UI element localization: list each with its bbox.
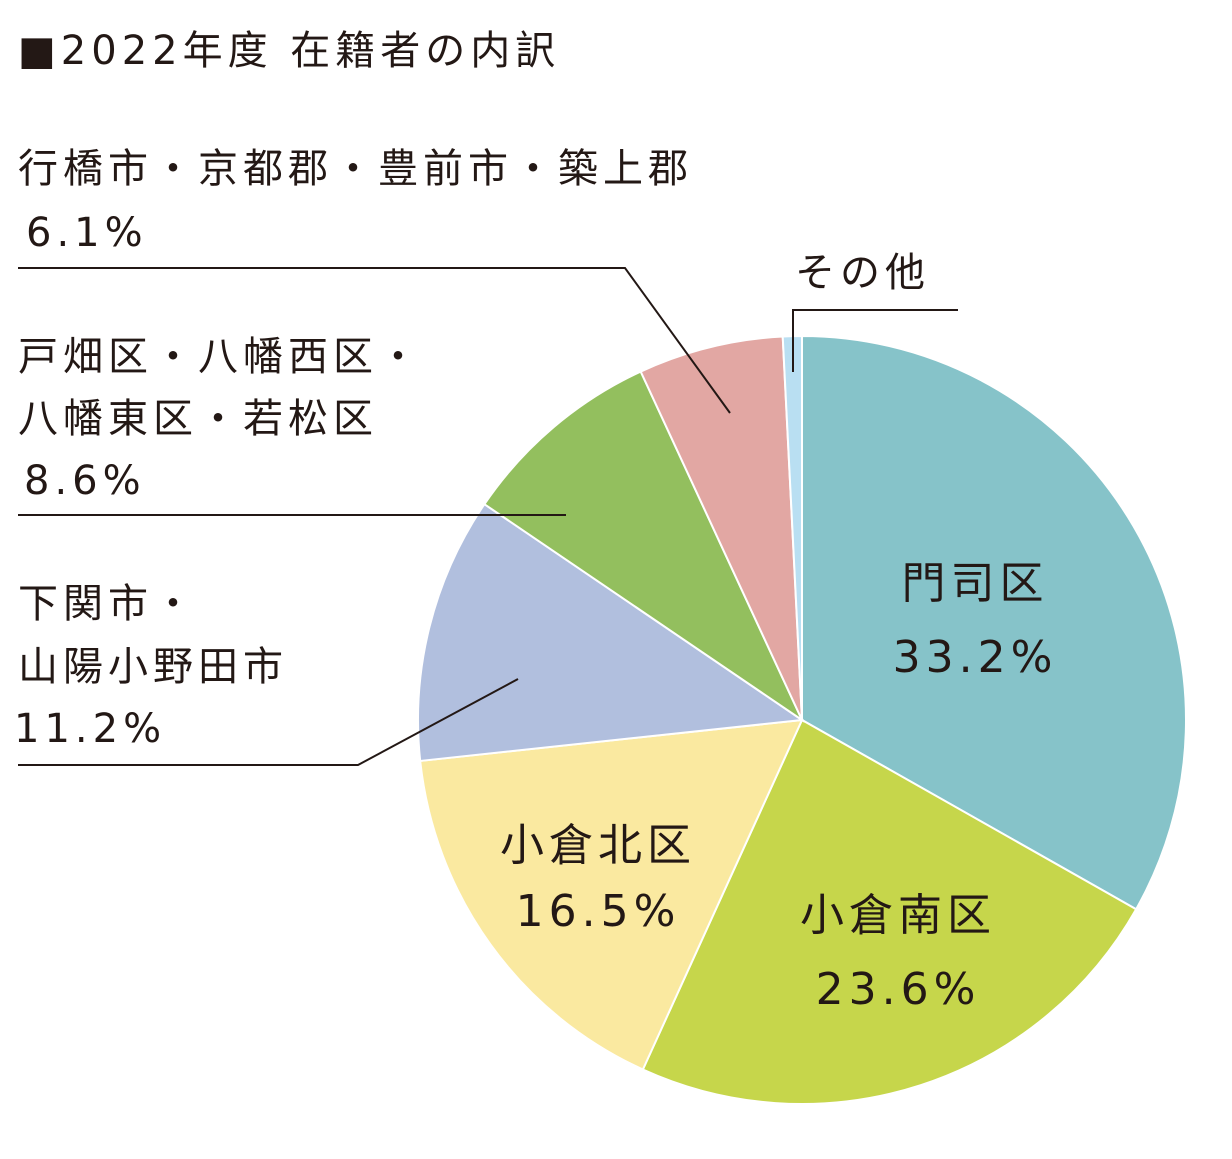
slice-1-name-label: 小倉南区 bbox=[800, 890, 996, 941]
pie-slice-3 bbox=[417, 502, 805, 763]
slice-4-name-line-2: 八幡東区・若松区 bbox=[18, 396, 378, 442]
pie-slices bbox=[417, 334, 1187, 1105]
chart-title: ■2022年度 在籍者の内訳 bbox=[18, 28, 560, 74]
slice-5-leader-line bbox=[18, 267, 731, 414]
pie-slice-4 bbox=[483, 370, 805, 723]
slice-5-name-line-1: 行橋市・京都郡・豊前市・築上郡 bbox=[18, 146, 693, 192]
slice-1-value-label: 23.6% bbox=[816, 964, 981, 1015]
pie-slice-0 bbox=[801, 334, 1187, 911]
pie-slice-2 bbox=[419, 718, 804, 1071]
pie-slice-5 bbox=[639, 335, 803, 721]
slice-3-value-label: 11.2% bbox=[14, 706, 166, 752]
slice-6-leader-line bbox=[792, 309, 958, 372]
slice-5-value-label: 6.1% bbox=[26, 210, 148, 256]
slice-3-name-line-1: 下関市・ bbox=[18, 581, 198, 627]
pie-slice-1 bbox=[641, 718, 1138, 1105]
leader-lines bbox=[18, 267, 958, 766]
slice-2-name-label: 小倉北区 bbox=[500, 820, 696, 871]
slice-6-name-label: その他 bbox=[795, 250, 930, 296]
slice-3-name-line-2: 山陽小野田市 bbox=[18, 644, 288, 690]
slice-4-name-line-1: 戸畑区・八幡西区・ bbox=[18, 334, 423, 380]
slice-0-value-label: 33.2% bbox=[893, 632, 1058, 683]
slice-4-value-label: 8.6% bbox=[24, 458, 146, 504]
slice-2-value-label: 16.5% bbox=[516, 886, 681, 937]
slice-labels: 門司区 33.2% 小倉南区 23.6% 小倉北区 16.5% 下関市・山陽小野田市 11.2… bbox=[14, 146, 1058, 1015]
slice-3-leader-line bbox=[18, 678, 519, 766]
slice-0-name-label: 門司区 bbox=[902, 558, 1049, 609]
